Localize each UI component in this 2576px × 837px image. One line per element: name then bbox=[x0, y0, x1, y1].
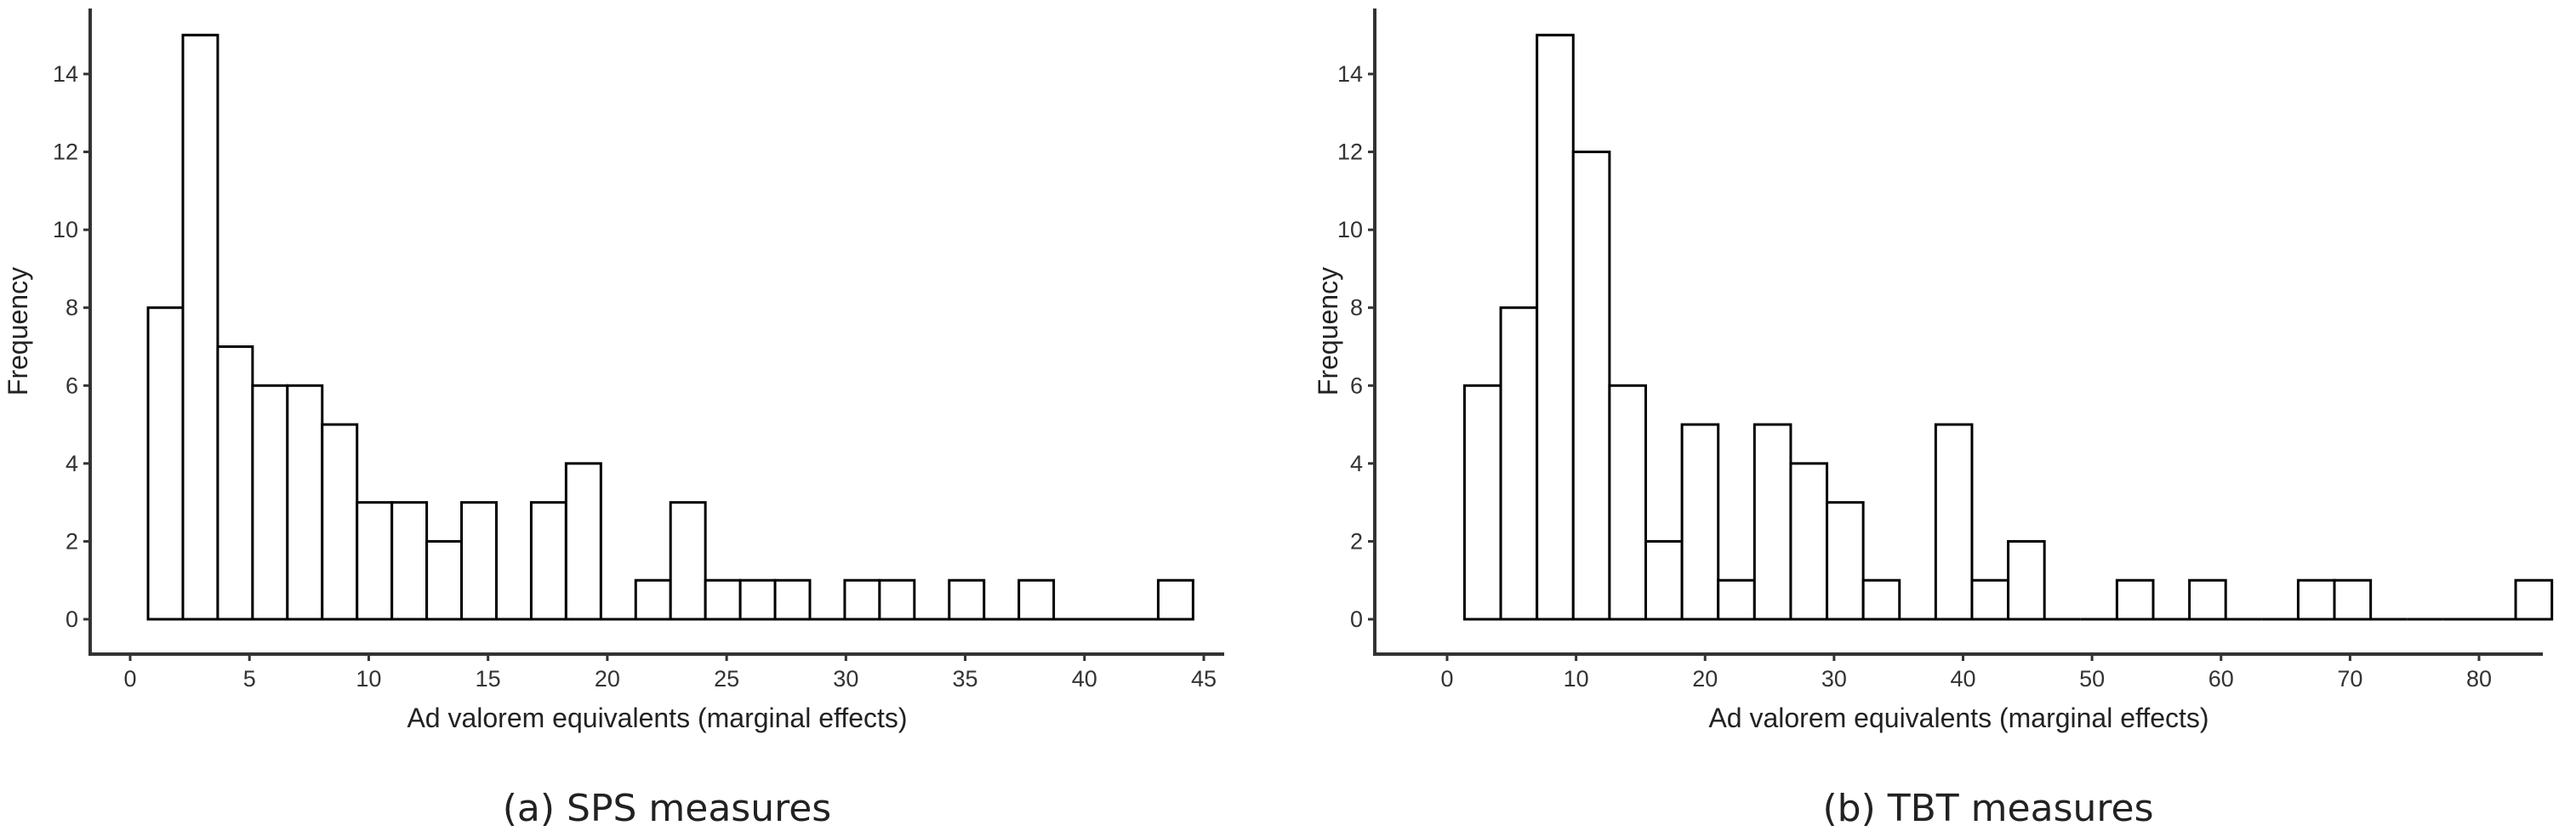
y-tick-label: 0 bbox=[1350, 606, 1363, 632]
histogram-bar bbox=[704, 578, 742, 621]
histogram-bar bbox=[773, 578, 812, 621]
x-tick-label: 40 bbox=[1072, 666, 1097, 692]
x-tick-label: 30 bbox=[833, 666, 858, 692]
x-tick-label: 45 bbox=[1191, 666, 1217, 692]
x-tick-label: 0 bbox=[123, 666, 136, 692]
y-tick-label: 14 bbox=[53, 61, 78, 87]
histogram-bar bbox=[425, 539, 464, 621]
histogram-bar bbox=[251, 384, 289, 621]
histogram-bar bbox=[738, 578, 777, 621]
histogram-bar bbox=[146, 306, 185, 621]
y-axis-title: Frequency bbox=[3, 267, 33, 396]
histogram-bar bbox=[2007, 539, 2046, 621]
histogram-bar bbox=[2188, 578, 2227, 621]
histogram-bar bbox=[1934, 423, 1974, 621]
figure-caption: (b) TBT measures bbox=[1823, 787, 2154, 830]
x-tick-label: 70 bbox=[2337, 666, 2362, 692]
x-tick-label: 35 bbox=[953, 666, 978, 692]
histogram-bar bbox=[1608, 384, 1648, 621]
x-tick-label: 5 bbox=[243, 666, 256, 692]
histogram-bar bbox=[181, 33, 219, 621]
y-tick-label: 12 bbox=[53, 140, 78, 165]
histogram-bar bbox=[2296, 578, 2336, 621]
histogram-bar bbox=[460, 501, 498, 621]
histogram-bar bbox=[356, 501, 394, 621]
y-tick-label: 6 bbox=[66, 373, 78, 398]
y-tick-label: 2 bbox=[66, 528, 78, 554]
x-tick-label: 60 bbox=[2208, 666, 2234, 692]
x-tick-label: 10 bbox=[356, 666, 381, 692]
histogram-bar bbox=[1017, 578, 1056, 621]
histogram-bar bbox=[2115, 578, 2155, 621]
x-tick-label: 0 bbox=[1440, 666, 1453, 692]
y-tick-label: 6 bbox=[1350, 373, 1363, 398]
histogram-bar bbox=[1717, 578, 1756, 621]
histogram-bar bbox=[216, 345, 254, 621]
histogram-bar bbox=[2514, 578, 2554, 621]
histogram-bar bbox=[634, 578, 672, 621]
histogram-bar bbox=[1499, 306, 1539, 621]
y-tick-label: 4 bbox=[66, 451, 78, 476]
histogram-bar bbox=[1644, 539, 1684, 621]
x-tick-label: 80 bbox=[2466, 666, 2492, 692]
y-tick-label: 10 bbox=[1337, 217, 1363, 242]
y-tick-label: 4 bbox=[1350, 451, 1363, 476]
histogram-bar bbox=[1861, 578, 1901, 621]
histogram-bar bbox=[1680, 423, 1720, 621]
y-tick-label: 2 bbox=[1350, 528, 1363, 554]
x-axis-title: Ad valorem equivalents (marginal effects… bbox=[1708, 703, 2208, 733]
histogram-bar bbox=[948, 578, 986, 621]
x-axis-title: Ad valorem equivalents (marginal effects… bbox=[407, 703, 907, 733]
x-tick-label: 25 bbox=[714, 666, 739, 692]
histogram-bar bbox=[843, 578, 881, 621]
y-tick-label: 14 bbox=[1337, 61, 1363, 87]
histogram-bar bbox=[878, 578, 916, 621]
x-tick-label: 15 bbox=[476, 666, 501, 692]
histogram-bar bbox=[669, 501, 707, 621]
histogram-bar bbox=[321, 423, 359, 621]
histogram-bar bbox=[1462, 384, 1502, 621]
x-tick-label: 20 bbox=[595, 666, 620, 692]
histogram-bar bbox=[2333, 578, 2373, 621]
y-axis-title: Frequency bbox=[1313, 267, 1343, 396]
histogram-bar bbox=[1571, 151, 1611, 621]
x-tick-label: 40 bbox=[1950, 666, 1975, 692]
histogram-bar bbox=[1970, 578, 2010, 621]
y-tick-label: 10 bbox=[53, 217, 78, 242]
histogram-bar bbox=[529, 501, 567, 621]
histogram-bar bbox=[1536, 33, 1575, 621]
histogram-bar bbox=[286, 384, 324, 621]
histogram-bar bbox=[1156, 578, 1194, 621]
y-tick-label: 8 bbox=[66, 295, 78, 321]
x-tick-label: 50 bbox=[2079, 666, 2105, 692]
histogram-tbt: 0 2 4 6 8 10 12 14 0 10 20 30 40 50 60 70 80 Ad valorem e… bbox=[1313, 9, 2554, 830]
histogram-bar bbox=[1826, 501, 1865, 621]
x-tick-label: 20 bbox=[1692, 666, 1718, 692]
y-tick-label: 0 bbox=[66, 606, 78, 632]
histogram-bar bbox=[1752, 423, 1792, 621]
y-tick-label: 8 bbox=[1350, 295, 1363, 321]
x-tick-label: 30 bbox=[1821, 666, 1847, 692]
y-tick-label: 12 bbox=[1337, 140, 1363, 165]
x-tick-label: 10 bbox=[1564, 666, 1589, 692]
histogram-sps: 0 2 4 6 8 10 12 14 0 5 10 15 20 25 30 35 40 45 Ad valorem … bbox=[3, 9, 1224, 830]
histogram-bar bbox=[564, 462, 602, 621]
histogram-bar bbox=[390, 501, 429, 621]
histogram-bar bbox=[1789, 462, 1829, 621]
figure-caption: (a) SPS measures bbox=[503, 787, 831, 830]
